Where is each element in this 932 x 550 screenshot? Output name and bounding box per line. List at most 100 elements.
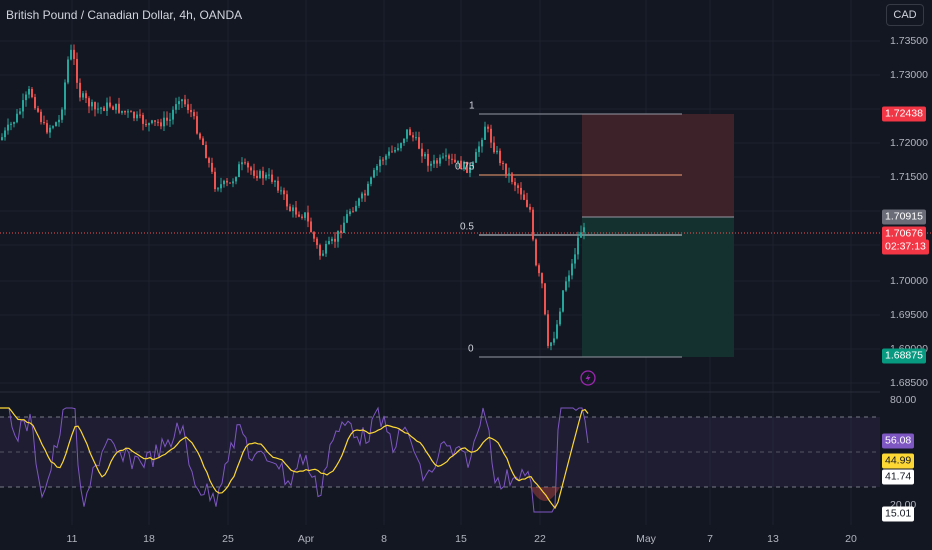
candle-body [91,102,93,107]
candle-body [238,164,240,178]
candle-body [409,129,411,136]
candle-body [235,177,237,182]
candle-body [253,170,255,176]
candle-body [448,155,450,159]
candle-body [385,155,387,160]
candle-body [436,160,438,164]
candle-body [52,126,54,128]
candle-body [379,159,381,167]
candle-body [112,106,114,110]
time-tick: 13 [767,533,779,545]
candle-body [433,160,435,164]
candle-body [550,342,552,346]
candle-body [499,150,501,163]
candle-body [481,139,483,147]
candle-body [220,184,222,189]
candle-body [304,212,306,218]
fib-label: 0.75 [455,161,475,173]
candle-body [358,198,360,206]
candle-body [505,163,507,176]
candle-body [37,108,39,112]
stop-zone[interactable] [582,114,734,217]
candle-body [382,159,384,161]
candle-body [535,239,537,266]
candle-body [457,160,459,163]
candle-body [292,207,294,212]
time-tick: 25 [222,533,234,545]
candle-body [346,214,348,223]
candle-body [391,151,393,153]
candle-body [319,245,321,256]
candle-body [466,161,468,173]
price-tick: 1.71500 [890,171,928,183]
lightning-bolt-icon[interactable] [580,370,596,386]
candle-body [94,102,96,110]
candle-body [400,143,402,149]
candle-body [295,207,297,215]
candle-body [571,263,573,276]
time-tick: 7 [707,533,713,545]
candle-body [250,167,252,171]
candle-body [520,187,522,195]
candle-body [241,162,243,165]
candle-body [421,148,423,157]
candle-body [61,109,63,120]
candle-body [523,194,525,200]
candle-body [412,135,414,138]
candle-body [73,49,75,59]
candle-body [160,122,162,127]
candle-body [169,119,171,121]
entry-price-label: 1.70915 [882,209,926,225]
candle-body [106,102,108,111]
candle-body [67,59,69,83]
symbol-title[interactable]: British Pound / Canadian Dollar, 4h, OAN… [6,8,243,22]
candle-body [88,98,90,107]
rsi-ma-line [0,407,589,510]
candle-body [283,190,285,195]
candle-body [145,123,147,126]
candle-body [205,144,207,159]
candle-body [364,193,366,196]
candle-body [286,194,288,207]
candle-body [472,162,474,167]
candle-body [277,180,279,191]
price-tick: 1.72000 [890,137,928,149]
candle-body [325,244,327,254]
candle-body [199,133,201,139]
candle-body [511,173,513,182]
candle-body [247,162,249,168]
candle-body [484,126,486,140]
time-tick: Apr [297,533,315,545]
candle-body [538,265,540,274]
candle-body [109,102,111,107]
target-zone[interactable] [582,217,734,357]
candle-body [133,111,135,119]
candle-body [490,128,492,143]
candle-body [580,232,582,238]
candle-body [136,114,138,119]
fib-label: 0.5 [460,221,474,233]
candle-body [127,111,129,113]
candle-body [544,283,546,315]
candle-body [268,174,270,176]
candle-body [148,123,150,126]
time-tick: 15 [455,533,467,545]
candle-body [355,205,357,212]
price-tick: 1.70000 [890,275,928,287]
candle-body [19,111,21,114]
candle-body [298,214,300,217]
candle-body [175,104,177,110]
candle-body [349,211,351,215]
candle-body [178,101,180,105]
candlestick-series [1,44,585,351]
candle-body [58,119,60,123]
candle-body [556,324,558,339]
candle-body [256,175,258,178]
candle-body [151,120,153,124]
candle-body [157,121,159,123]
candle-body [493,142,495,153]
rsi-level-label: 41.74 [882,469,915,485]
candle-body [13,122,15,124]
currency-button[interactable]: CAD [886,4,924,26]
